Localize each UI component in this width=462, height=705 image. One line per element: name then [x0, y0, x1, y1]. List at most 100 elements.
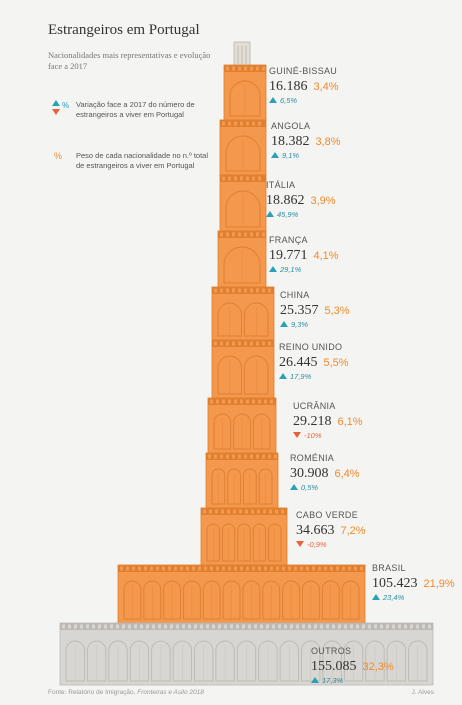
tier-3-merlon — [258, 176, 261, 181]
author-credit: J. Alves — [411, 689, 434, 696]
tier-11-merlon — [188, 624, 191, 629]
tier-1-merlon — [238, 66, 241, 71]
legend-weight-pct: % — [54, 151, 63, 161]
country-change-value: 0,5% — [301, 483, 319, 492]
tier-5-merlon — [214, 288, 217, 293]
tier-11-merlon — [236, 624, 239, 629]
tier-3-merlon — [240, 176, 243, 181]
tier-10-merlon — [138, 566, 141, 571]
tier-1-merlon — [226, 66, 229, 71]
arrow-up-icon — [280, 321, 288, 327]
tier-11-arch — [65, 640, 85, 682]
tier-8-block — [205, 452, 279, 509]
tier-7-arch — [213, 413, 232, 450]
country-count: 34.663 — [296, 523, 335, 538]
country-share: 6,4% — [334, 468, 360, 480]
tier-8-merlon — [232, 454, 235, 459]
tier-6-merlon — [244, 341, 247, 346]
tier-10-merlon — [192, 566, 195, 571]
tier-11-arch — [129, 640, 150, 682]
country-values: 18.382 3,8% — [271, 132, 341, 150]
tier-10-merlon — [354, 566, 357, 571]
country-change: 6,5% — [269, 96, 339, 105]
tier-10-merlon — [342, 566, 345, 571]
tier-7-merlon — [234, 399, 237, 404]
tier-5-merlon — [250, 288, 253, 293]
tier-3-merlon — [222, 176, 225, 181]
country-label: BRASIL 105.423 21,9% 23,4% — [372, 563, 455, 602]
tier-7-merlon — [264, 399, 267, 404]
tier-7-merlon — [246, 399, 249, 404]
tier-5-merlon — [262, 288, 265, 293]
country-change: -0,9% — [296, 540, 366, 549]
tier-11-merlon — [224, 624, 227, 629]
country-share: 3,4% — [313, 81, 339, 93]
tier-11-merlon — [422, 624, 425, 629]
tier-9-merlon — [203, 509, 206, 514]
country-share: 5,3% — [324, 305, 350, 317]
tier-3-merlon — [234, 176, 237, 181]
tier-11-merlon — [314, 624, 317, 629]
tier-6-merlon — [226, 341, 229, 346]
arrow-down-icon — [52, 109, 60, 115]
tier-6-arch — [217, 355, 242, 395]
tier-3-merlon — [252, 176, 255, 181]
tier-11-arch — [236, 640, 257, 682]
source-italic: Fronteiras e Asilo 2018 — [137, 689, 204, 696]
tier-6-merlon — [268, 341, 271, 346]
arrow-up-icon — [279, 373, 287, 379]
country-values: 26.445 5,5% — [279, 353, 349, 371]
tier-10-arch — [123, 580, 142, 620]
tier-9-merlon — [233, 509, 236, 514]
tier-8-merlon — [244, 454, 247, 459]
tier-10-arch — [143, 580, 162, 620]
tier-11-merlon — [122, 624, 125, 629]
tier-11-merlon — [320, 624, 323, 629]
tier-10-merlon — [246, 566, 249, 571]
tier-11-merlon — [140, 624, 143, 629]
tier-10-arch — [202, 580, 221, 620]
country-change-value: 29,1% — [280, 265, 302, 274]
arrow-up-icon — [290, 484, 298, 490]
tier-10-arch — [242, 580, 261, 620]
tier-11-merlon — [80, 624, 83, 629]
tier-11-arch — [215, 640, 235, 682]
tier-9-arch — [206, 523, 220, 562]
legend-weight-symbol: % — [52, 151, 74, 175]
tier-11-arch — [151, 640, 171, 682]
tier-11-merlon — [134, 624, 137, 629]
tier-10-arch — [321, 580, 340, 620]
tier-4-merlon — [226, 232, 229, 237]
tier-11-merlon — [284, 624, 287, 629]
country-name: OUTROS — [311, 646, 352, 656]
tier-7-merlon — [252, 399, 255, 404]
tier-10-merlon — [282, 566, 285, 571]
tier-10-merlon — [276, 566, 279, 571]
tier-11-merlon — [194, 624, 197, 629]
tier-1-merlon — [256, 66, 259, 71]
tier-6-block — [211, 339, 275, 399]
tier-8-merlon — [274, 454, 277, 459]
tier-10-merlon — [168, 566, 171, 571]
country-change: 45,9% — [266, 210, 336, 219]
tier-11-merlon — [116, 624, 119, 629]
tier-11-merlon — [92, 624, 95, 629]
arrow-down-icon — [296, 541, 304, 547]
country-change-value: 45,9% — [277, 210, 299, 219]
tier-11-merlon — [404, 624, 407, 629]
country-name: CHINA — [280, 290, 310, 300]
country-change-value: 17,9% — [290, 372, 312, 381]
tier-10-merlon — [330, 566, 333, 571]
tier-11-merlon — [248, 624, 251, 629]
tier-10-merlon — [258, 566, 261, 571]
tier-10-merlon — [126, 566, 129, 571]
tier-11-merlon — [128, 624, 131, 629]
country-change-value: 17,3% — [322, 676, 344, 685]
country-name: BRASIL — [372, 563, 406, 573]
tier-10-merlon — [324, 566, 327, 571]
tier-9-arch — [237, 523, 251, 562]
country-name: ITÁLIA — [266, 180, 296, 190]
tier-1-arch — [229, 80, 261, 117]
tier-7-merlon — [258, 399, 261, 404]
